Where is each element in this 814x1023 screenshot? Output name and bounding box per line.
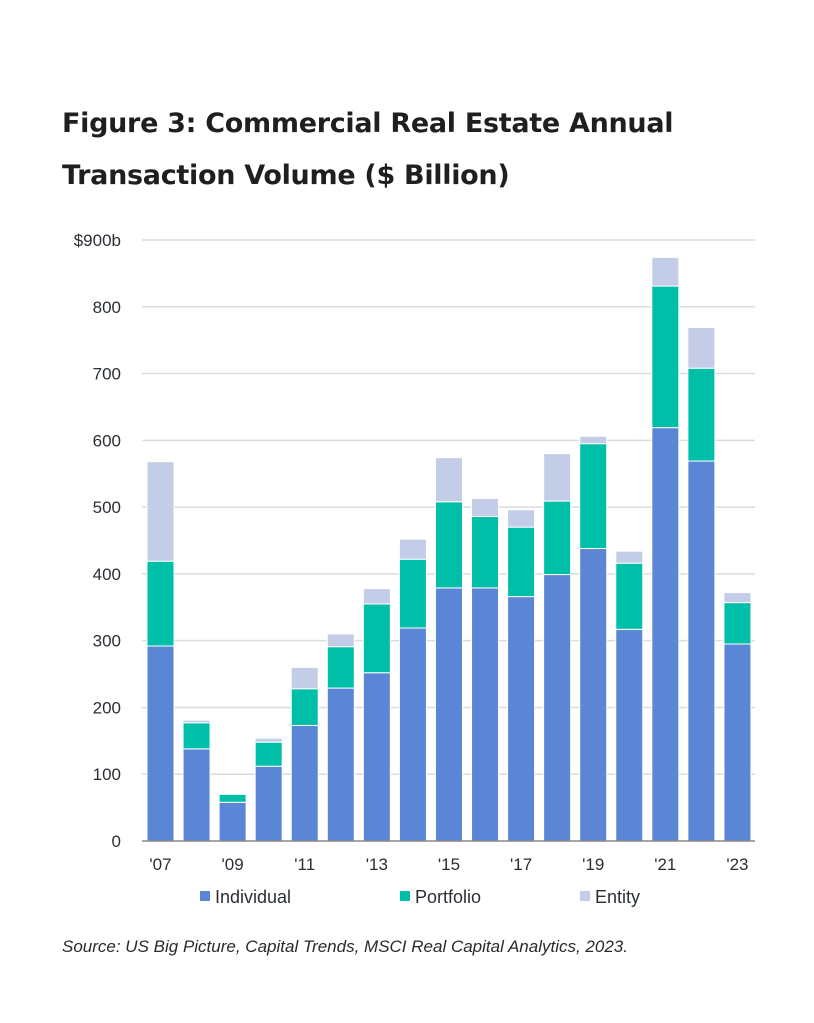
bar-segment-entity-2017 — [507, 509, 536, 528]
y-tick-label: 300 — [93, 632, 121, 651]
y-tick-label: 100 — [93, 765, 121, 784]
bar-segment-individual-2021 — [651, 427, 680, 842]
bar-segment-individual-2022 — [687, 460, 716, 842]
bar-segment-portfolio-2023 — [723, 602, 752, 645]
legend-label-entity: Entity — [595, 887, 640, 907]
bar-segment-entity-2011 — [290, 666, 319, 690]
bar-segment-portfolio-2022 — [687, 367, 716, 462]
y-tick-label: 800 — [93, 298, 121, 317]
y-tick-label: 200 — [93, 698, 121, 717]
x-tick-label: '07 — [149, 855, 171, 874]
chart-title: Figure 3: Commercial Real Estate Annual … — [62, 98, 762, 202]
y-tick-label: 500 — [93, 498, 121, 517]
bar-segment-individual-2019 — [579, 548, 608, 842]
legend-label-portfolio: Portfolio — [415, 887, 481, 907]
bar-segment-portfolio-2016 — [471, 515, 500, 589]
bar-segment-entity-2021 — [651, 256, 680, 287]
bar-segment-portfolio-2015 — [434, 501, 463, 589]
bar-segment-entity-2012 — [326, 633, 355, 648]
bar-segment-portfolio-2020 — [615, 562, 644, 630]
bar-segment-portfolio-2019 — [579, 443, 608, 550]
bar-segment-individual-2012 — [326, 687, 355, 842]
bar-segment-portfolio-2017 — [507, 526, 536, 598]
legend-swatch-individual — [200, 891, 210, 901]
bar-segment-individual-2023 — [723, 643, 752, 842]
legend-swatch-portfolio — [400, 891, 410, 901]
x-tick-label: '13 — [366, 855, 388, 874]
y-tick-label: 700 — [93, 365, 121, 384]
bar-segment-entity-2018 — [543, 453, 572, 502]
y-tick-label: $900b — [74, 231, 121, 250]
bar-segment-individual-2016 — [471, 587, 500, 842]
x-axis-ticks: '07 '09 '11 '13 '15 '17 '19 '21 '23 — [149, 855, 748, 874]
bar-segment-entity-2008 — [182, 719, 211, 724]
bar-segment-individual-2010 — [254, 765, 283, 842]
bar-segment-individual-2009 — [218, 801, 247, 842]
x-tick-label: '09 — [222, 855, 244, 874]
x-tick-label: '21 — [654, 855, 676, 874]
bar-segment-entity-2016 — [471, 497, 500, 517]
chart-title-line-2: Transaction Volume ($ Billion) — [62, 160, 510, 191]
legend: Individual Portfolio Entity — [200, 887, 640, 907]
x-tick-label: '23 — [726, 855, 748, 874]
bar-segment-portfolio-2014 — [398, 558, 427, 629]
bar-segment-portfolio-2007 — [146, 560, 175, 647]
legend-swatch-entity — [580, 891, 590, 901]
bar-segment-individual-2011 — [290, 724, 319, 842]
bar-segment-entity-2019 — [579, 435, 608, 445]
x-tick-label: '19 — [582, 855, 604, 874]
bar-segment-entity-2010 — [254, 737, 283, 743]
bar-segment-entity-2022 — [687, 326, 716, 369]
y-tick-label: 0 — [112, 832, 121, 851]
bar-segment-portfolio-2018 — [543, 500, 572, 576]
bar-segment-entity-2013 — [362, 588, 391, 605]
bar-segment-individual-2014 — [398, 627, 427, 842]
legend-label-individual: Individual — [215, 887, 291, 907]
bar-segment-entity-2020 — [615, 550, 644, 564]
x-tick-label: '15 — [438, 855, 460, 874]
bar-segment-individual-2020 — [615, 628, 644, 842]
bar-segment-entity-2023 — [723, 592, 752, 604]
bars — [146, 256, 752, 842]
bar-segment-portfolio-2011 — [290, 688, 319, 726]
bar-segment-portfolio-2009 — [218, 793, 247, 803]
bar-segment-entity-2007 — [146, 461, 175, 562]
bar-segment-individual-2017 — [507, 596, 536, 842]
y-tick-label: 600 — [93, 431, 121, 450]
bar-segment-entity-2014 — [398, 538, 427, 560]
y-tick-label: 400 — [93, 565, 121, 584]
bar-segment-entity-2015 — [434, 457, 463, 503]
bar-segment-portfolio-2008 — [182, 722, 211, 750]
bar-segment-entity-2009 — [218, 793, 247, 795]
bar-segment-individual-2013 — [362, 672, 391, 842]
bar-segment-individual-2015 — [434, 587, 463, 842]
chart-title-line-1: Figure 3: Commercial Real Estate Annual — [62, 108, 674, 139]
bar-segment-portfolio-2021 — [651, 285, 680, 429]
bar-segment-individual-2008 — [182, 748, 211, 842]
x-tick-label: '11 — [294, 855, 315, 874]
source-note: Source: US Big Picture, Capital Trends, … — [62, 937, 628, 956]
y-axis-ticks: 0 100 200 300 400 500 600 700 800 $900b — [74, 231, 121, 851]
bar-segment-individual-2007 — [146, 645, 175, 842]
bar-segment-portfolio-2012 — [326, 646, 355, 689]
bar-segment-individual-2018 — [543, 574, 572, 842]
bar-segment-portfolio-2013 — [362, 603, 391, 674]
bar-segment-portfolio-2010 — [254, 741, 283, 767]
x-tick-label: '17 — [510, 855, 532, 874]
